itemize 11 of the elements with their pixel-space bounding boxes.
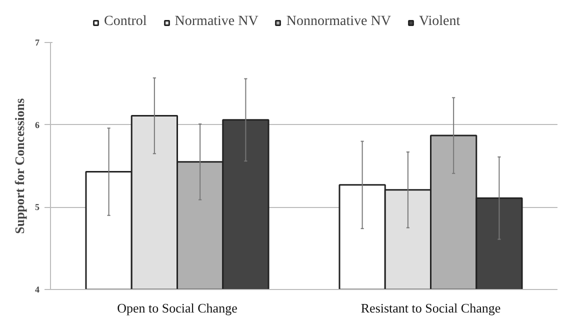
y-tick-label: 6 xyxy=(35,120,40,130)
y-tick-label: 5 xyxy=(35,202,40,212)
x-tick-label: Open to Social Change xyxy=(117,300,238,316)
legend-label: Control xyxy=(104,14,147,30)
legend-label: Nonnormative NV xyxy=(286,14,391,30)
x-tick-label: Resistant to Social Change xyxy=(360,300,501,316)
y-tick-label: 7 xyxy=(35,38,40,48)
y-tick-label: 4 xyxy=(35,284,40,294)
legend-label: Normative NV xyxy=(174,14,258,30)
legend-label: Violent xyxy=(418,14,460,30)
y-axis-title: Support for Concessions xyxy=(12,98,27,234)
